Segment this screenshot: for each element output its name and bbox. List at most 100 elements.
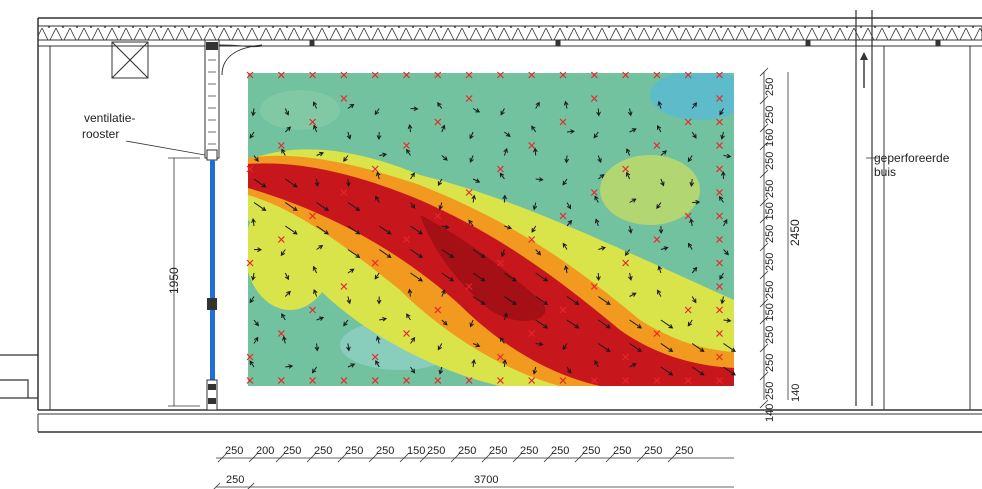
airflow-arrow-icon bbox=[345, 178, 351, 187]
measurement-cross-icon bbox=[434, 118, 442, 126]
airflow-arrow-icon bbox=[629, 292, 637, 297]
ventilation-grille-label: ventilatie- bbox=[84, 111, 135, 125]
bottom-dim-label: 250 bbox=[582, 445, 600, 457]
measurement-cross-icon bbox=[716, 377, 723, 384]
airflow-arrow-icon bbox=[723, 249, 729, 256]
measurement-cross-icon bbox=[434, 71, 442, 79]
right-dim-label: 140 bbox=[764, 404, 776, 422]
airflow-arrow-icon bbox=[593, 131, 599, 139]
airflow-arrow-icon bbox=[720, 296, 725, 305]
airflow-arrow-icon bbox=[503, 312, 508, 321]
airflow-arrow-icon bbox=[374, 108, 380, 116]
airflow-arrow-icon bbox=[313, 288, 318, 297]
airflow-arrow-icon bbox=[375, 195, 380, 203]
airflow-arrow-icon bbox=[441, 249, 455, 258]
measurement-cross-icon bbox=[465, 71, 473, 79]
airflow-arrow-icon bbox=[251, 272, 256, 281]
right-dim-label: 250 bbox=[764, 225, 776, 243]
dim-tick bbox=[759, 399, 769, 409]
measurement-cross-icon bbox=[653, 330, 661, 337]
bottom-dim-label: 250 bbox=[225, 445, 243, 457]
airflow-arrow-icon bbox=[346, 131, 352, 140]
measurement-cross-icon bbox=[716, 353, 723, 361]
dim-tick bbox=[759, 315, 769, 325]
measurement-cross-icon bbox=[465, 377, 473, 384]
airflow-arrow-icon bbox=[312, 101, 318, 109]
dim-tick bbox=[574, 453, 584, 463]
airflow-arrow-icon bbox=[285, 202, 298, 211]
airflow-arrow-icon bbox=[471, 359, 476, 368]
measurement-cross-icon bbox=[496, 377, 504, 384]
airflow-arrow-icon bbox=[437, 178, 443, 187]
airflow-arrow-icon bbox=[531, 125, 537, 133]
dim-tick bbox=[306, 453, 316, 463]
measurement-cross-icon bbox=[653, 377, 661, 384]
airflow-arrow-icon bbox=[284, 108, 290, 116]
measurement-cross-icon bbox=[246, 377, 254, 384]
airflow-arrow-icon bbox=[691, 266, 698, 274]
measurement-cross-icon bbox=[246, 165, 254, 173]
airflow-arrow-icon bbox=[660, 178, 665, 187]
right-dim-label: 250 bbox=[764, 281, 776, 299]
airflow-arrow-icon bbox=[285, 364, 294, 369]
measurement-cross-icon bbox=[496, 71, 504, 79]
airflow-arrow-icon bbox=[660, 366, 674, 376]
airflow-arrow-icon bbox=[687, 155, 693, 163]
airflow-arrow-icon bbox=[472, 249, 486, 258]
airflow-arrow-icon bbox=[718, 195, 724, 203]
bottom-dim-label: 250 bbox=[427, 445, 445, 457]
airflow-arrow-icon bbox=[628, 225, 633, 234]
airflow-arrow-icon bbox=[627, 108, 633, 117]
airflow-arrow-icon bbox=[691, 343, 705, 352]
window-glass bbox=[210, 160, 215, 380]
airflow-arrow-icon bbox=[312, 265, 318, 274]
airflow-arrow-icon bbox=[687, 319, 693, 327]
airflow-arrow-icon bbox=[347, 249, 361, 258]
airflow-arrow-icon bbox=[314, 343, 320, 352]
right-dim-label: 250 bbox=[764, 326, 776, 344]
airflow-arrow-icon bbox=[691, 296, 697, 304]
measurement-cross-icon bbox=[434, 212, 442, 220]
measurement-cross-icon bbox=[559, 71, 567, 79]
bottom-dim-label: 250 bbox=[345, 445, 363, 457]
measurement-cross-icon bbox=[716, 118, 723, 126]
bottom-dim-label: 200 bbox=[256, 445, 274, 457]
dim-tick bbox=[543, 453, 553, 463]
measurement-cross-icon bbox=[716, 306, 723, 314]
airflow-arrow-icon bbox=[719, 272, 724, 280]
offset-width-value: 250 bbox=[226, 474, 244, 486]
airflow-arrow-icon bbox=[689, 178, 695, 187]
airflow-arrow-icon bbox=[249, 131, 255, 139]
measurement-cross-icon bbox=[590, 71, 598, 79]
airflow-arrow-icon bbox=[472, 296, 486, 305]
airflow-arrow-icon bbox=[311, 366, 318, 374]
measurement-cross-icon bbox=[622, 165, 630, 173]
measurement-cross-icon bbox=[653, 142, 661, 149]
measurement-cross-icon bbox=[716, 283, 723, 290]
airflow-arrow-icon bbox=[438, 366, 444, 375]
airflow-arrow-icon bbox=[500, 249, 506, 258]
airflow-arrow-icon bbox=[594, 359, 599, 368]
measurement-cross-icon bbox=[716, 212, 723, 220]
airflow-arrow-icon bbox=[566, 219, 573, 227]
airflow-arrow-icon bbox=[441, 224, 450, 230]
right-dim-label: 160 bbox=[764, 129, 776, 147]
airflow-arrow-icon bbox=[723, 343, 736, 352]
airflow-arrow-icon bbox=[441, 124, 446, 133]
airflow-arrow-icon bbox=[316, 202, 330, 211]
airflow-arrow-icon bbox=[564, 155, 570, 164]
airflow-arrow-icon bbox=[378, 249, 392, 258]
airflow-arrow-icon bbox=[438, 202, 443, 211]
measurement-cross-icon bbox=[340, 377, 348, 384]
airflow-arrow-icon bbox=[597, 174, 605, 180]
airflow-arrow-icon bbox=[504, 224, 513, 230]
bottom-dim-label: 250 bbox=[644, 445, 662, 457]
airflow-arrow-icon bbox=[281, 148, 286, 156]
airflow-arrow-icon bbox=[280, 249, 286, 257]
measurement-cross-icon bbox=[590, 189, 598, 196]
measurement-cross-icon bbox=[684, 212, 692, 220]
airflow-arrow-icon bbox=[284, 126, 292, 133]
airflow-arrow-icon bbox=[566, 202, 572, 210]
airflow-arrow-icon bbox=[253, 178, 267, 188]
airflow-arrow-icon bbox=[535, 319, 549, 329]
